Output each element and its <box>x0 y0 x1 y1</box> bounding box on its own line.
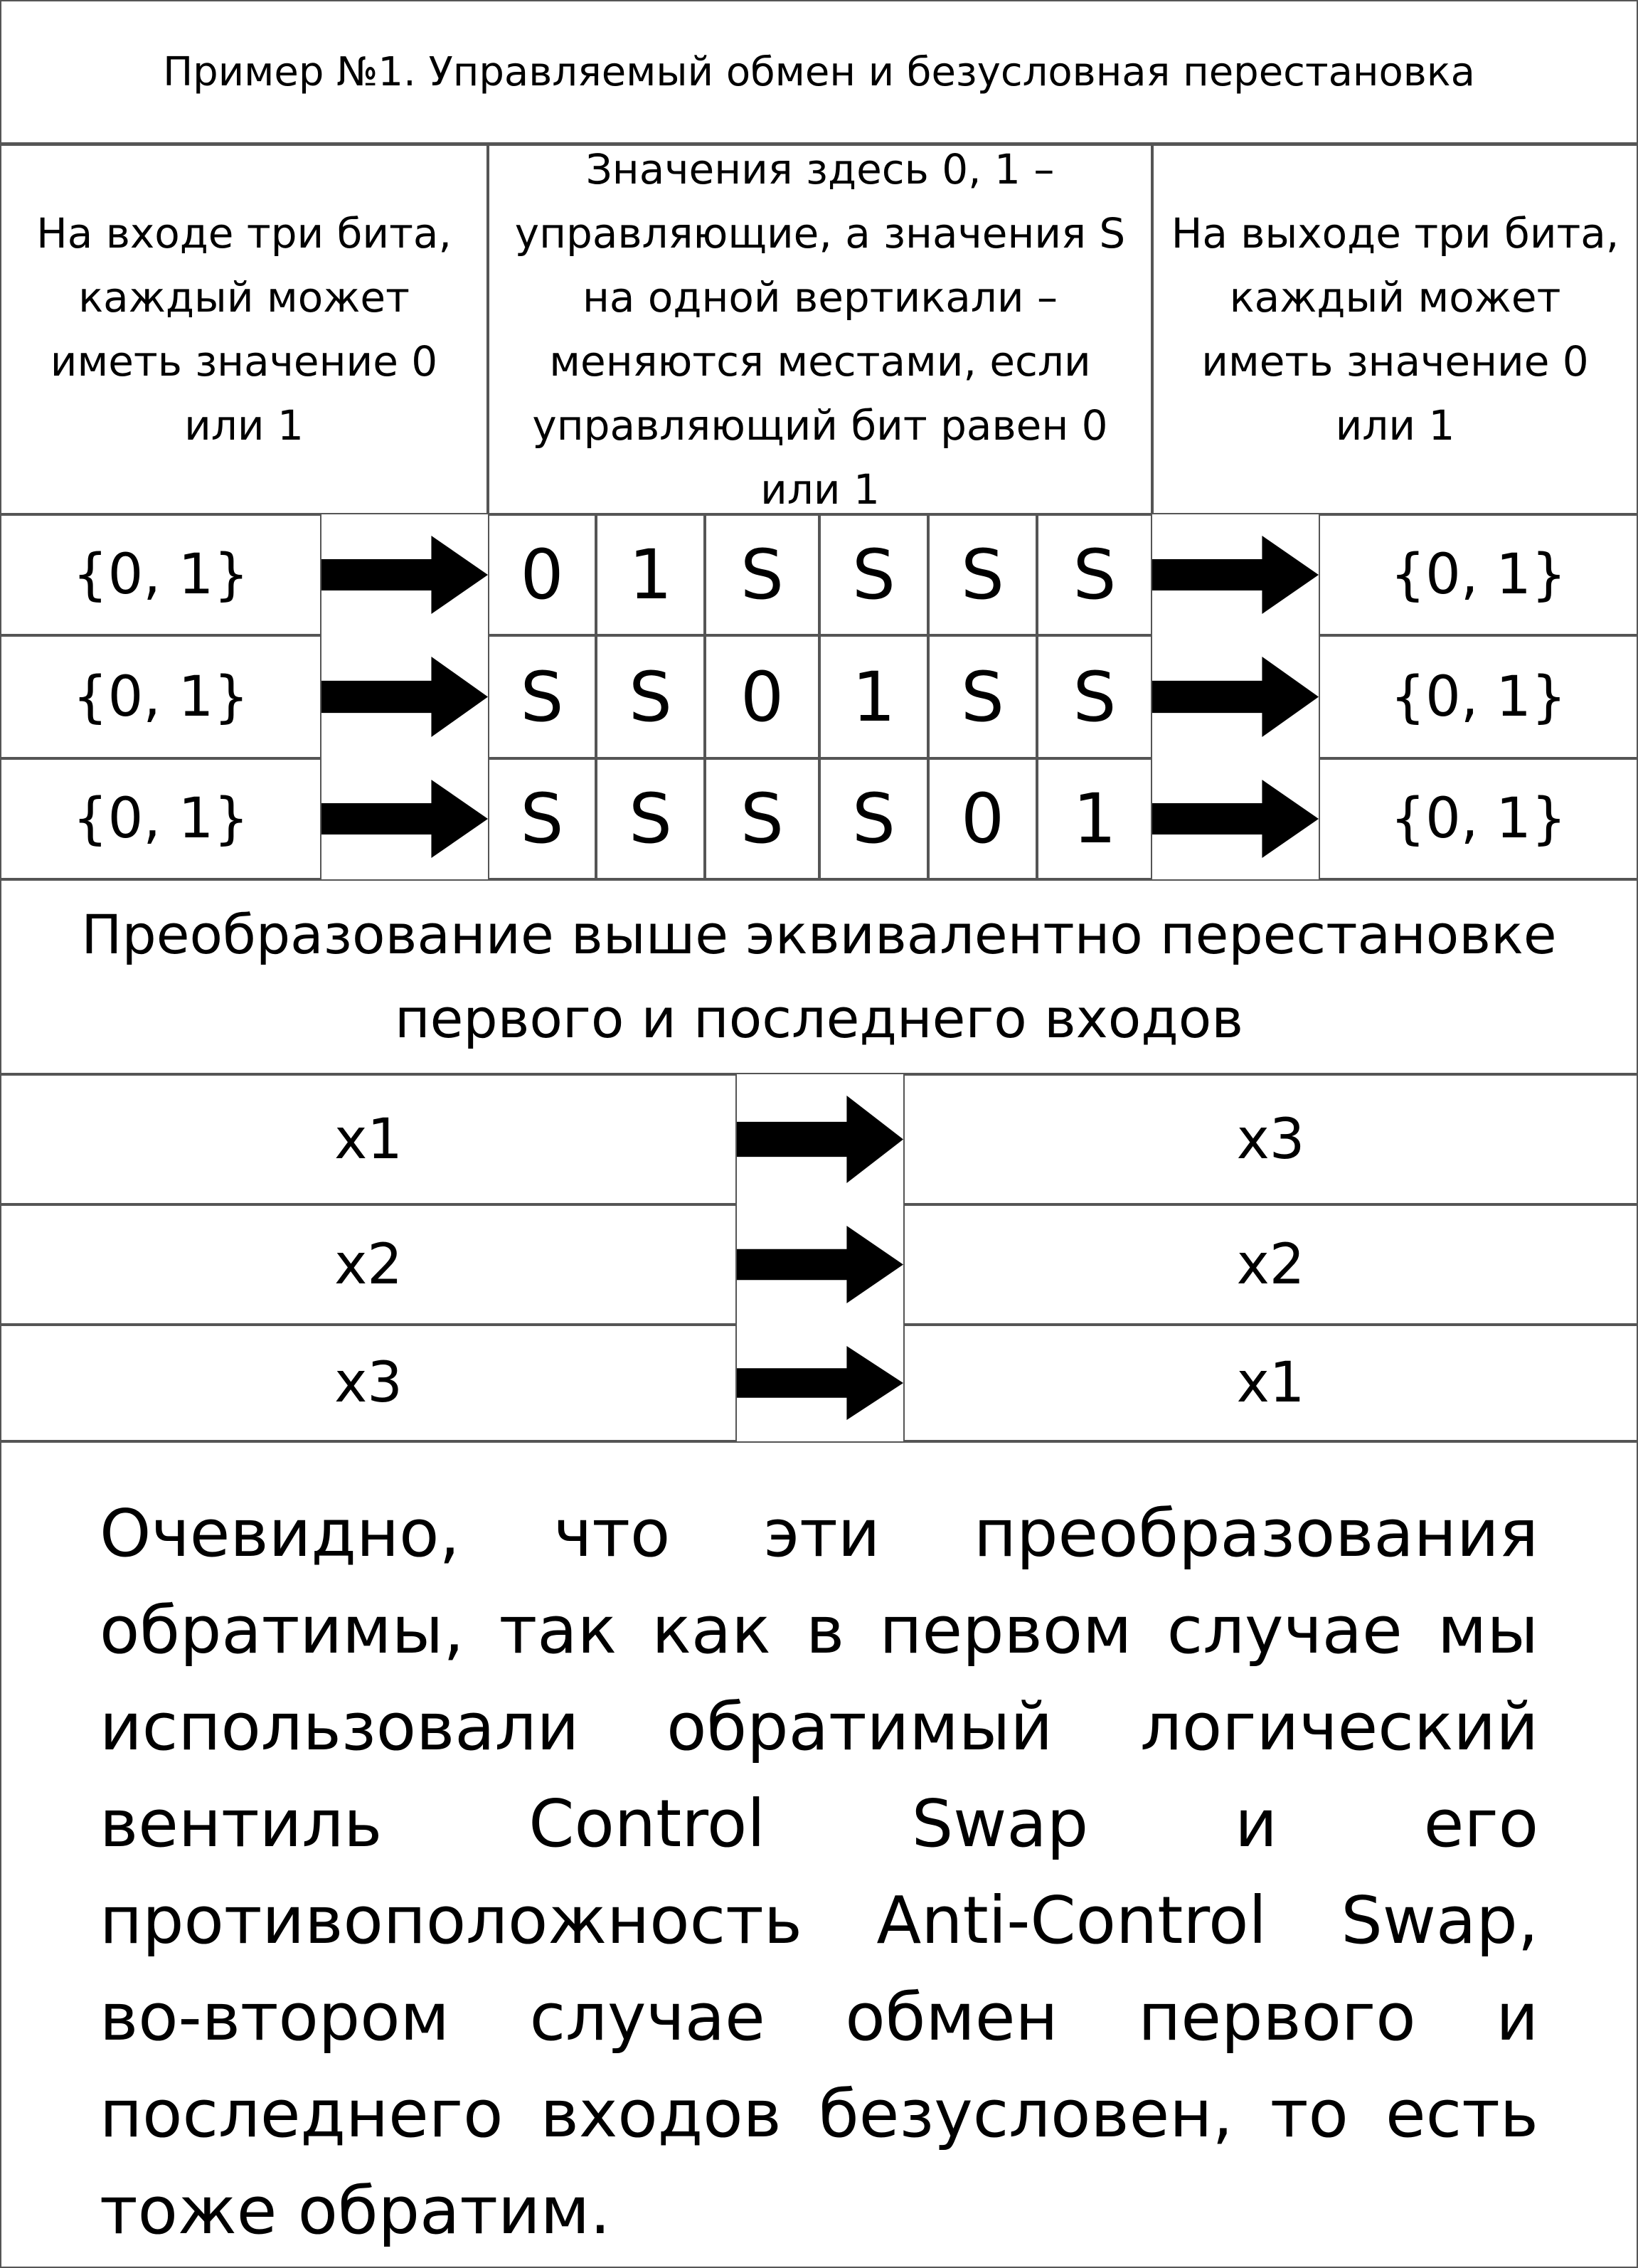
gate-cell-2-1: S <box>488 635 596 758</box>
perm-left-2: x2 <box>0 1204 737 1325</box>
summary-text: Преобразование выше эквивалентно переста… <box>0 879 1638 1074</box>
permutation-arrow-icon <box>737 1346 903 1420</box>
gate-input-3: {0, 1} <box>0 758 321 879</box>
perm-left-1: x1 <box>0 1074 737 1204</box>
gate-cell-1-6: S <box>1037 514 1152 635</box>
gate-cell-3-3: S <box>705 758 819 879</box>
perm-right-1: x3 <box>903 1074 1638 1204</box>
gate-cell-3-4: S <box>819 758 928 879</box>
permutation-arrow-icon <box>737 1226 903 1303</box>
gate-cell-3-1: S <box>488 758 596 879</box>
perm-right-3: x1 <box>903 1325 1638 1441</box>
gate-output-2: {0, 1} <box>1319 635 1638 758</box>
gate-cell-3-6: 1 <box>1037 758 1152 879</box>
input-arrow-icon <box>321 536 488 614</box>
conclusion-text: Очевидно, что эти преобразования обратим… <box>0 1441 1638 2268</box>
gate-cell-3-2: S <box>596 758 705 879</box>
gate-output-1: {0, 1} <box>1319 514 1638 635</box>
gate-cell-2-6: S <box>1037 635 1152 758</box>
gate-cell-2-5: S <box>928 635 1037 758</box>
input-arrow-icon <box>321 657 488 737</box>
input-arrow-icon <box>321 780 488 858</box>
gate-cell-2-2: S <box>596 635 705 758</box>
gate-input-1: {0, 1} <box>0 514 321 635</box>
gate-input-2: {0, 1} <box>0 635 321 758</box>
perm-right-2: x2 <box>903 1204 1638 1325</box>
output-arrow-icon <box>1152 657 1319 737</box>
gate-cell-2-4: 1 <box>819 635 928 758</box>
gate-cell-3-5: 0 <box>928 758 1037 879</box>
gate-cell-1-3: S <box>705 514 819 635</box>
gate-cell-2-3: 0 <box>705 635 819 758</box>
permutation-arrow-icon <box>737 1096 903 1183</box>
control-description: Значения здесь 0, 1 – управляющие, а зна… <box>488 144 1152 514</box>
gate-cell-1-4: S <box>819 514 928 635</box>
output-arrow-icon <box>1152 780 1319 858</box>
page-title: Пример №1. Управляемый обмен и безусловн… <box>0 0 1638 144</box>
gate-cell-1-1: 0 <box>488 514 596 635</box>
input-description: На входе три бита, каждый может иметь зн… <box>0 144 488 514</box>
output-description: На выходе три бита, каждый может иметь з… <box>1152 144 1638 514</box>
gate-output-3: {0, 1} <box>1319 758 1638 879</box>
output-arrow-icon <box>1152 536 1319 614</box>
gate-cell-1-5: S <box>928 514 1037 635</box>
gate-cell-1-2: 1 <box>596 514 705 635</box>
perm-left-3: x3 <box>0 1325 737 1441</box>
